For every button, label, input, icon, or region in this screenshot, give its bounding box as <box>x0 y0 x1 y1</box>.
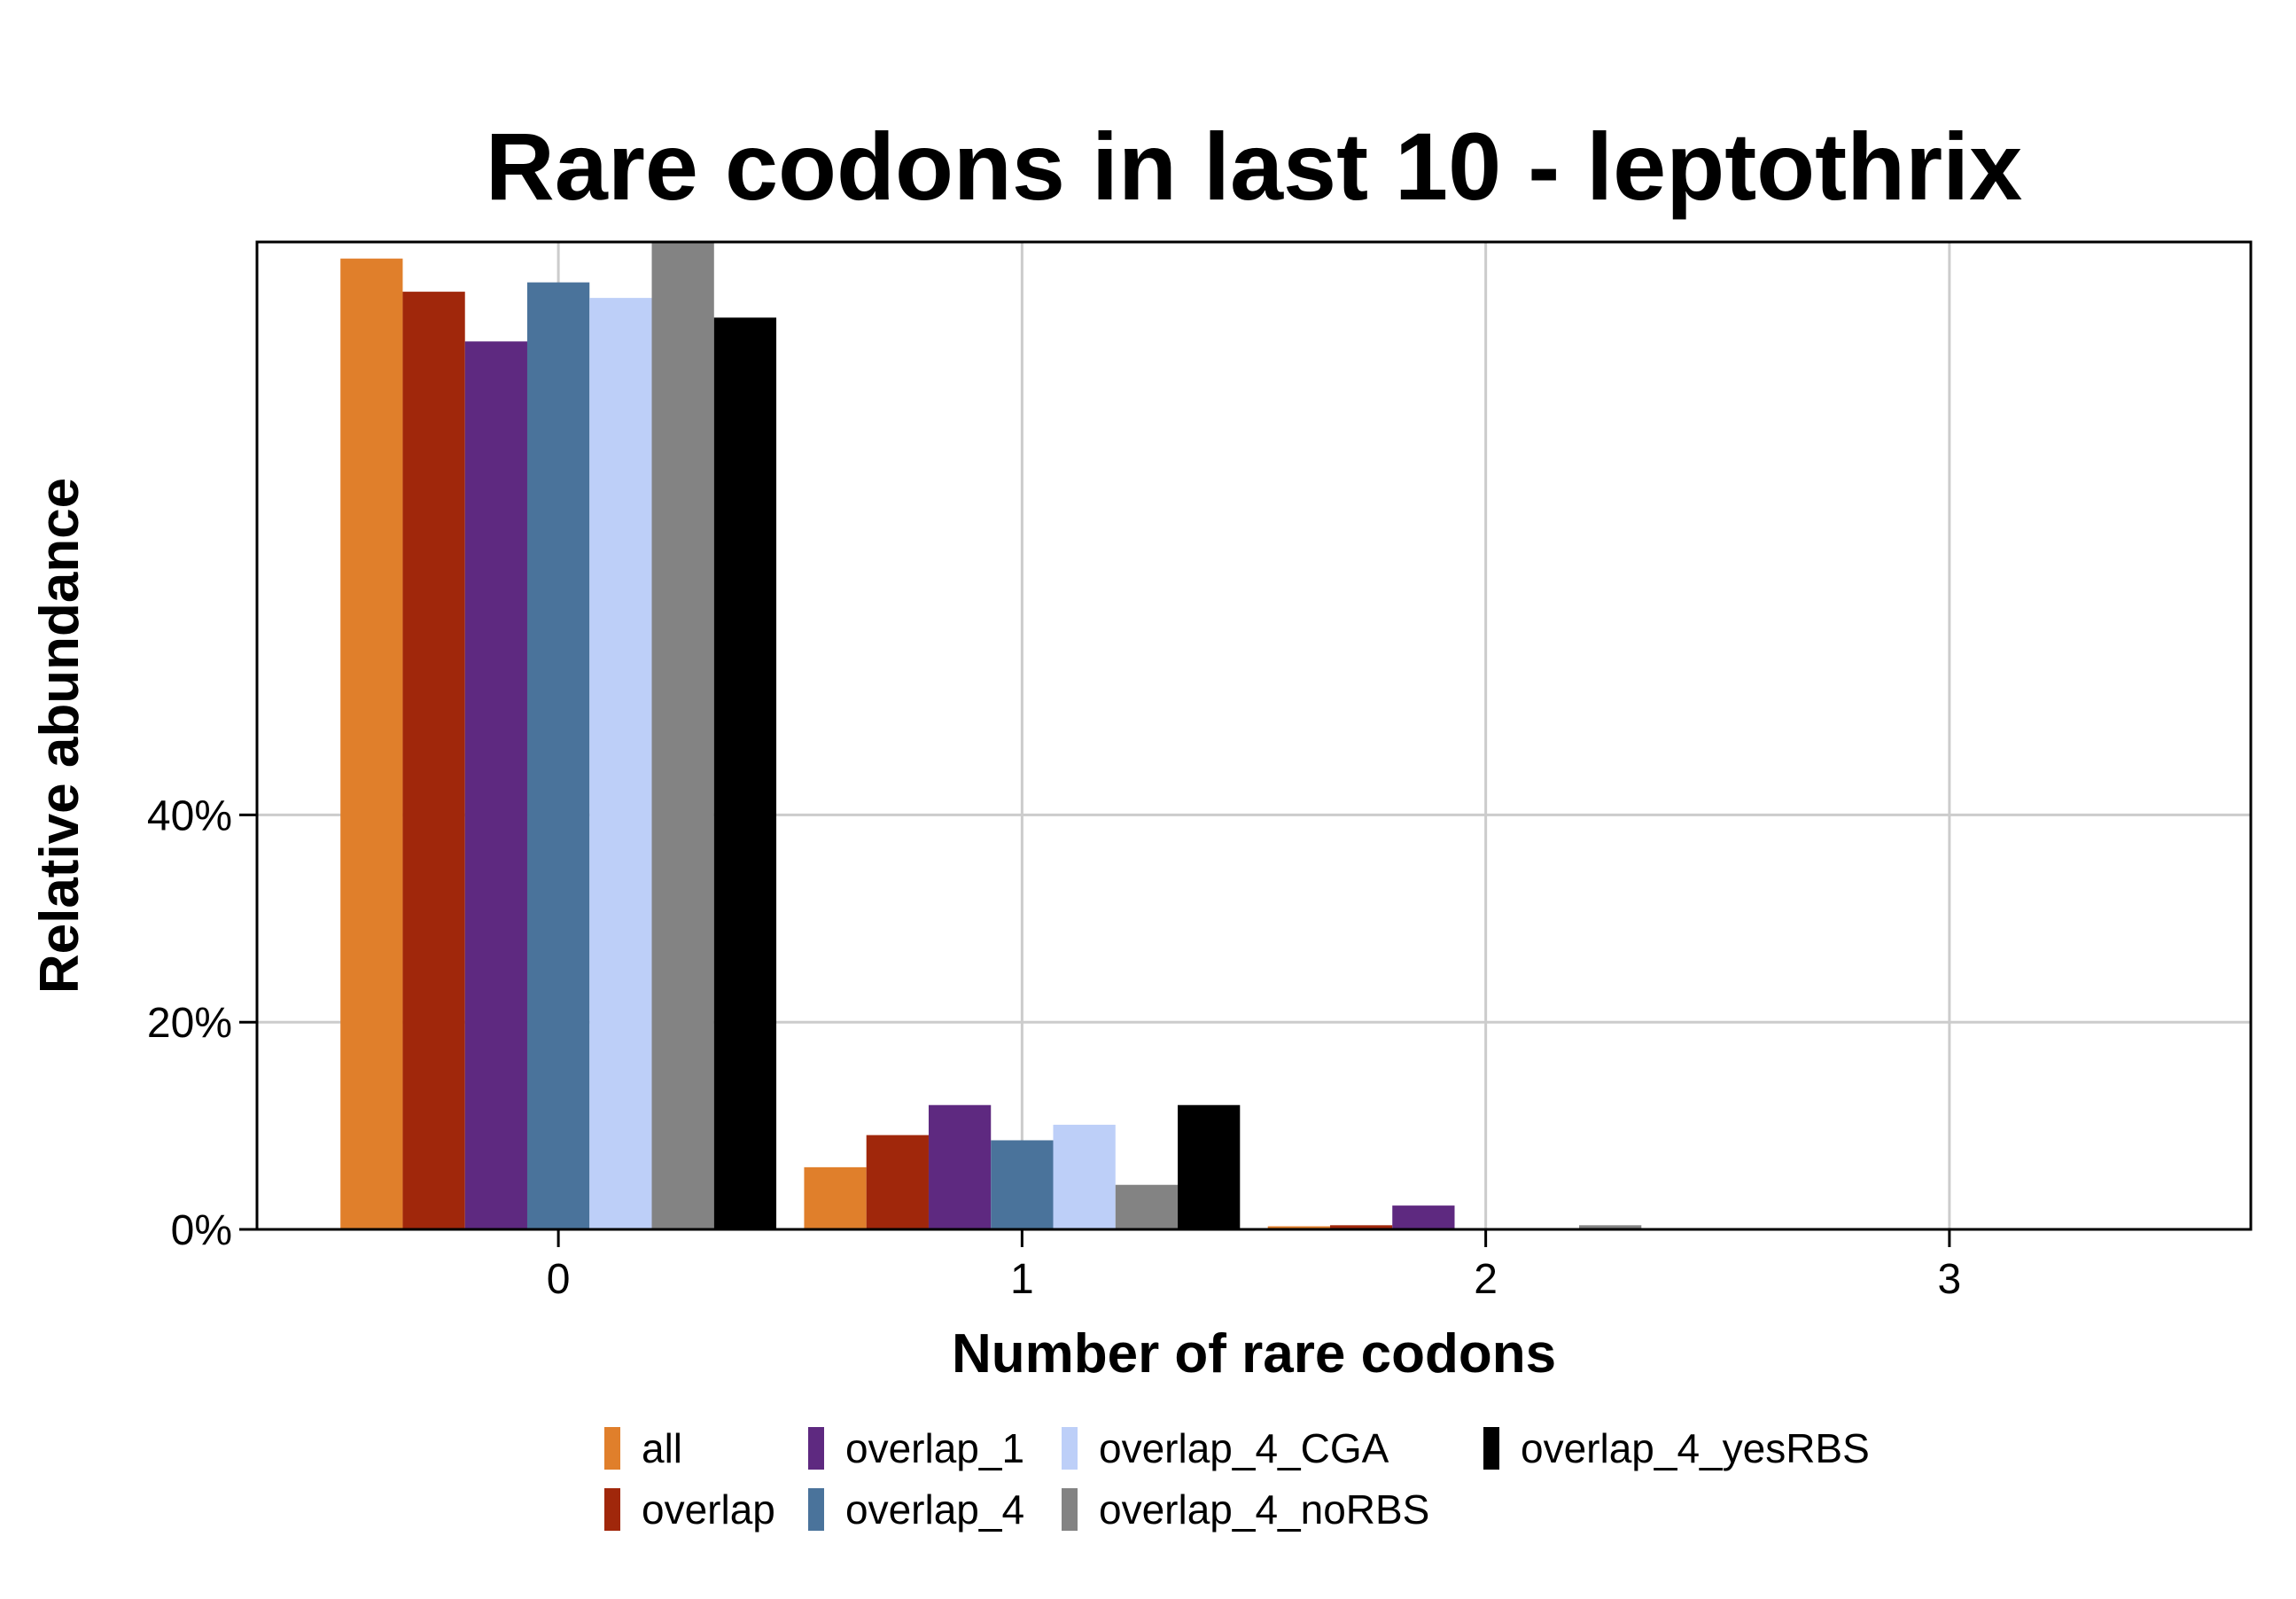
bar-overlap-2 <box>1329 1225 1393 1229</box>
bar-overlap_1-2 <box>1392 1205 1455 1229</box>
x-tick-label-2: 2 <box>1474 1256 1498 1303</box>
legend-label-overlap_4: overlap_4 <box>845 1486 1024 1533</box>
x-tick-label-0: 0 <box>547 1256 571 1303</box>
y-axis-title: Relative abundance <box>29 478 90 994</box>
bar-overlap_4-1 <box>991 1140 1054 1229</box>
x-tick-label-3: 3 <box>1938 1256 1962 1303</box>
legend-label-overlap_4_yesRBS: overlap_4_yesRBS <box>1521 1425 1870 1471</box>
bar-overlap_4_CGA-0 <box>589 298 652 1229</box>
y-tick-label-40: 40% <box>147 792 232 839</box>
tick-labels: 0% 20% 40% 0 1 2 3 <box>147 792 1961 1303</box>
axes <box>239 240 2253 1247</box>
x-axis-title: Number of rare codons <box>952 1323 1556 1384</box>
y-tick-label-0: 0% <box>171 1207 232 1254</box>
legend-swatch-overlap_4_yesRBS <box>1483 1427 1499 1470</box>
bar-overlap_4_noRBS-2 <box>1579 1225 1642 1229</box>
bar-overlap_4_noRBS-1 <box>1115 1184 1179 1229</box>
legend-label-overlap_1: overlap_1 <box>845 1425 1024 1471</box>
legend-swatch-overlap_4_CGA <box>1062 1427 1078 1470</box>
legend-label-overlap_4_CGA: overlap_4_CGA <box>1099 1425 1389 1471</box>
plot-border <box>255 240 2253 1231</box>
y-tick-label-20: 20% <box>147 1000 232 1047</box>
legend-swatch-all <box>604 1427 620 1470</box>
legend-swatch-overlap <box>604 1488 620 1531</box>
chart-title: Rare codons in last 10 - leptothrix <box>486 113 2022 220</box>
bar-all-0 <box>340 258 403 1230</box>
bar-overlap-1 <box>866 1135 929 1229</box>
bar-overlap_4_noRBS-0 <box>651 242 714 1229</box>
legend-label-all: all <box>642 1425 682 1471</box>
legend-swatch-overlap_1 <box>808 1427 824 1470</box>
bars <box>340 242 1642 1230</box>
bar-all-2 <box>1267 1226 1330 1229</box>
legend-swatch-overlap_4 <box>808 1488 824 1531</box>
bar-overlap_1-0 <box>464 341 527 1229</box>
legend: all overlap overlap_1 overlap_4 overlap_4_CG… <box>604 1425 1870 1533</box>
bar-overlap_4-0 <box>526 282 590 1230</box>
bar-overlap_4_yesRBS-0 <box>713 317 777 1229</box>
bar-overlap-0 <box>402 292 465 1229</box>
bar-all-1 <box>804 1166 867 1229</box>
legend-label-overlap_4_noRBS: overlap_4_noRBS <box>1099 1486 1429 1533</box>
legend-swatch-overlap_4_noRBS <box>1062 1488 1078 1531</box>
bar-overlap_1-1 <box>928 1104 992 1229</box>
legend-label-overlap: overlap <box>642 1486 775 1533</box>
bar-overlap_4_CGA-1 <box>1053 1124 1116 1229</box>
x-tick-label-1: 1 <box>1010 1256 1034 1303</box>
bar-overlap_4_yesRBS-1 <box>1178 1104 1241 1229</box>
